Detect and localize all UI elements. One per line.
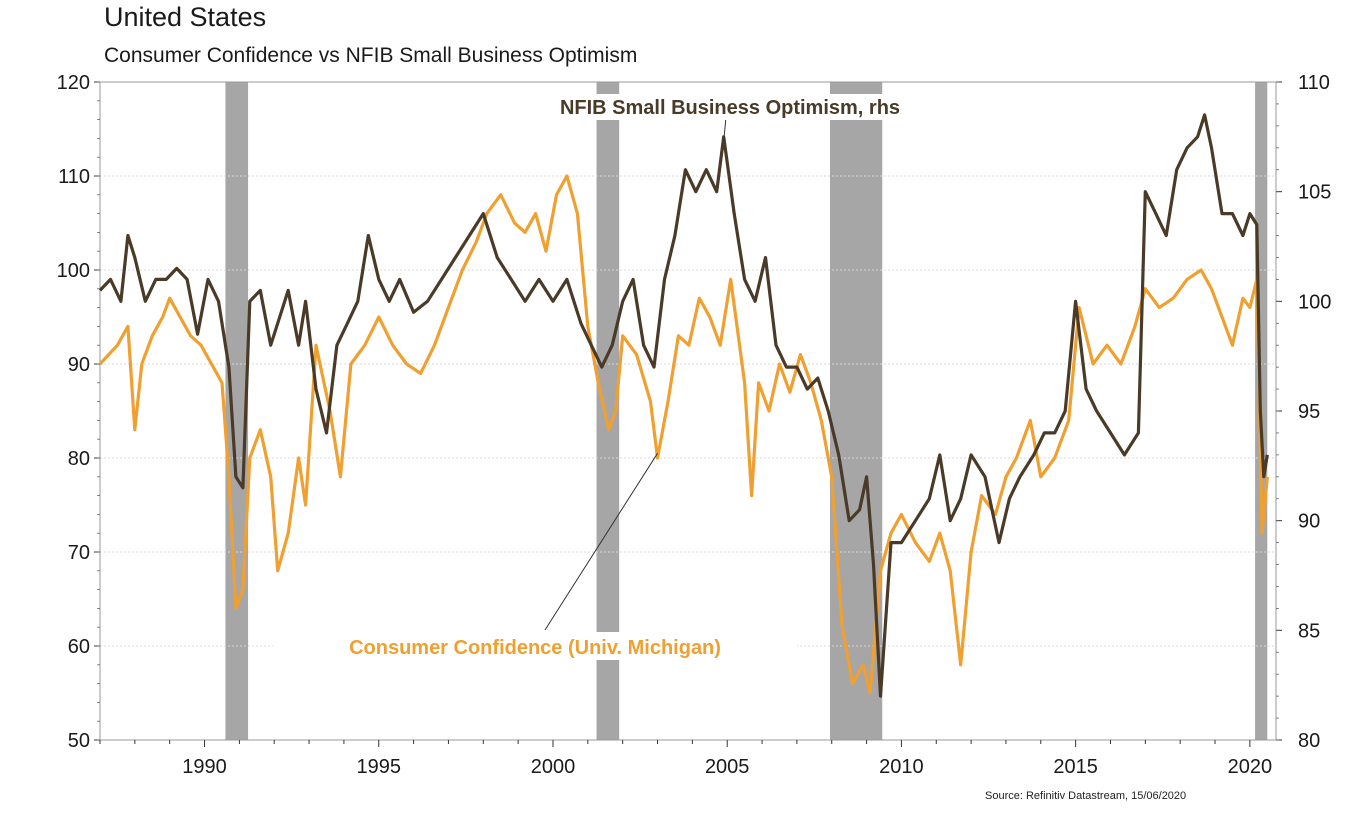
annotation-bg-consumer [273,632,797,660]
annotation-nfib: NFIB Small Business Optimism, rhs [560,97,900,119]
x-tick-label-2020: 2020 [1228,756,1273,778]
left-tick-label-80: 80 [68,448,90,470]
left-tick-label-120: 120 [57,72,90,94]
axes: 50 60 70 80 90 100 110 120 80 85 90 95 100 105 110 1990… [57,72,1332,778]
right-tick-label-85: 85 [1298,620,1320,642]
left-tick-label-70: 70 [68,542,90,564]
chart-subtitle: Consumer Confidence vs NFIB Small Busine… [104,44,638,67]
series-line-0 [98,174,1269,695]
annotations: NFIB Small Business Optimism, rhs Consume… [273,94,962,660]
left-tick-label-110: 110 [58,166,90,188]
left-tick-label-90: 90 [68,354,90,376]
recession-band-1 [596,82,620,740]
chart-title: United States [104,2,267,32]
x-tick-label-2010: 2010 [879,756,924,778]
annotation-pointer-nfib [723,119,727,142]
series-lines [98,113,1269,698]
x-tick-label-1995: 1995 [357,756,402,778]
right-tick-label-105: 105 [1298,182,1331,204]
right-tick-label-95: 95 [1298,401,1320,423]
series-line-1 [98,113,1269,698]
left-tick-label-50: 50 [68,730,90,752]
recession-band-2 [829,82,883,740]
annotation-consumer: Consumer Confidence (Univ. Michigan) [349,637,721,659]
x-tick-label-2015: 2015 [1053,756,1098,778]
x-tick-label-2005: 2005 [705,756,750,778]
gridlines [100,175,1276,647]
x-tick-label-2000: 2000 [531,756,576,778]
left-tick-label-100: 100 [57,260,90,282]
annotation-pointer-consumer [544,453,658,631]
right-tick-label-100: 100 [1298,291,1331,313]
annotation-bg-nfib [498,94,962,120]
left-tick-label-60: 60 [68,636,90,658]
source-note: Source: Refinitiv Datastream, 15/06/2020 [985,790,1187,802]
right-tick-label-80: 80 [1298,730,1320,752]
right-tick-label-110: 110 [1298,72,1330,94]
right-tick-label-90: 90 [1298,511,1320,533]
x-tick-label-1990: 1990 [182,756,227,778]
